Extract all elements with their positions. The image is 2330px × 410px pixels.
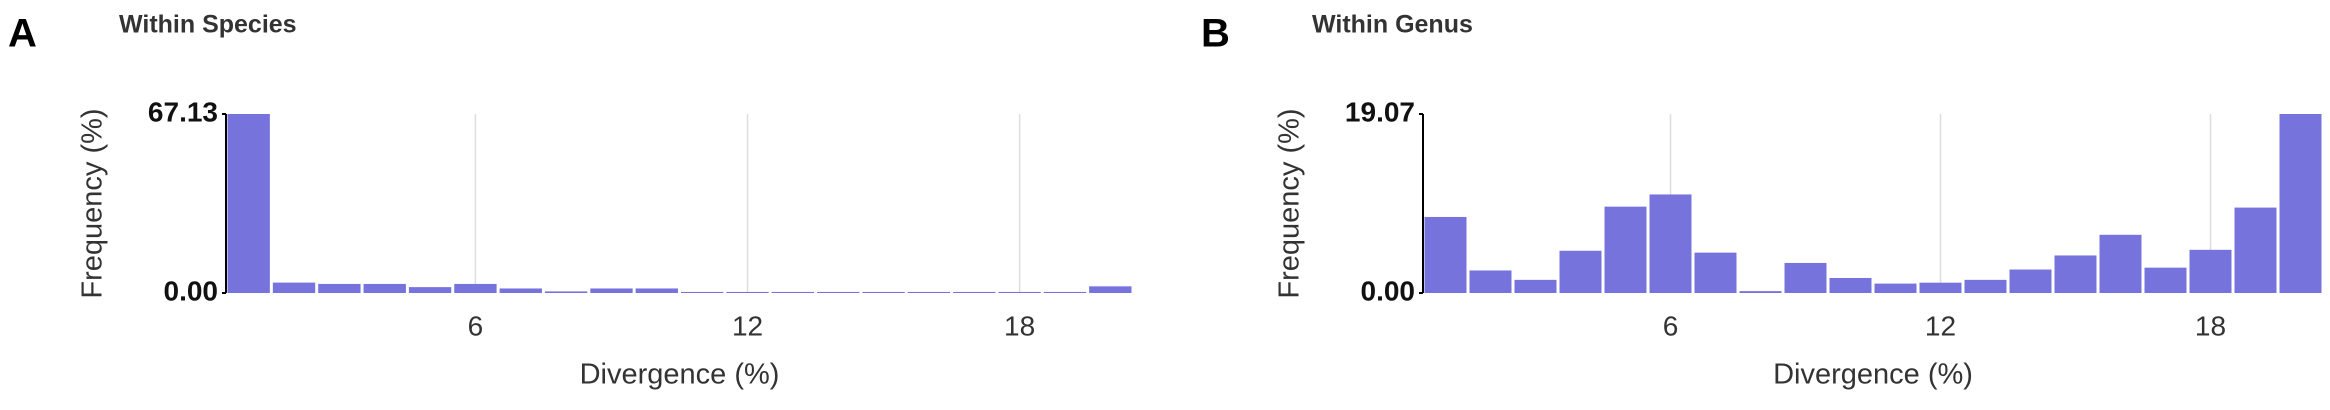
y-tick-label: 0.00	[164, 275, 219, 306]
x-tick-label: 12	[732, 310, 763, 341]
bar	[953, 291, 996, 293]
bar	[817, 291, 860, 293]
x-tick-label: 12	[1925, 310, 1956, 341]
bar	[1784, 262, 1827, 293]
x-tick-label: 6	[468, 310, 484, 341]
bar	[1829, 277, 1872, 293]
bar	[2099, 234, 2142, 293]
bar	[408, 287, 452, 293]
bar	[318, 283, 361, 293]
bar	[1043, 291, 1087, 293]
bar	[2189, 249, 2232, 293]
bar	[499, 288, 542, 293]
bar	[862, 291, 905, 293]
y-tick-label: 19.07	[1345, 96, 1415, 127]
bar	[1874, 283, 1917, 293]
bar	[1604, 206, 1647, 293]
chart-title: Within Genus	[1312, 11, 1473, 39]
bar	[1469, 270, 1512, 293]
chart-title: Within Species	[119, 11, 297, 39]
bar	[771, 291, 815, 293]
bar	[363, 283, 406, 293]
y-axis-label: Frequency (%)	[77, 108, 109, 298]
x-tick-label: 18	[2195, 310, 2226, 341]
bar	[726, 291, 769, 293]
bar	[1514, 279, 1557, 293]
x-axis-label: Divergence (%)	[1773, 359, 1973, 391]
panel-label: B	[1201, 12, 1230, 56]
bar	[998, 291, 1041, 293]
x-tick-label: 6	[1663, 310, 1679, 341]
y-tick-label: 67.13	[148, 96, 218, 127]
bar	[1559, 250, 1602, 293]
bar	[590, 288, 633, 293]
bar	[2279, 114, 2322, 293]
y-axis-label: Frequency (%)	[1274, 108, 1306, 298]
bar	[2144, 267, 2187, 293]
y-tick-label: 0.00	[1361, 275, 1416, 306]
bar	[544, 291, 588, 293]
bar	[1919, 282, 1962, 293]
bar	[1649, 194, 1692, 293]
bar	[1694, 252, 1737, 293]
bar	[1089, 286, 1132, 293]
bar	[227, 114, 270, 293]
x-axis-label: Divergence (%)	[580, 359, 780, 391]
bar	[272, 282, 316, 293]
bar	[907, 291, 951, 293]
bar	[2234, 207, 2277, 293]
bar	[454, 283, 497, 293]
bar	[2009, 269, 2052, 293]
bar	[635, 288, 678, 293]
bar	[1424, 216, 1467, 293]
bar	[2054, 255, 2097, 293]
bar	[1964, 279, 2007, 293]
x-tick-label: 18	[1004, 310, 1035, 341]
bar	[1739, 291, 1782, 293]
bar	[681, 291, 724, 293]
panel-label: A	[8, 12, 37, 56]
